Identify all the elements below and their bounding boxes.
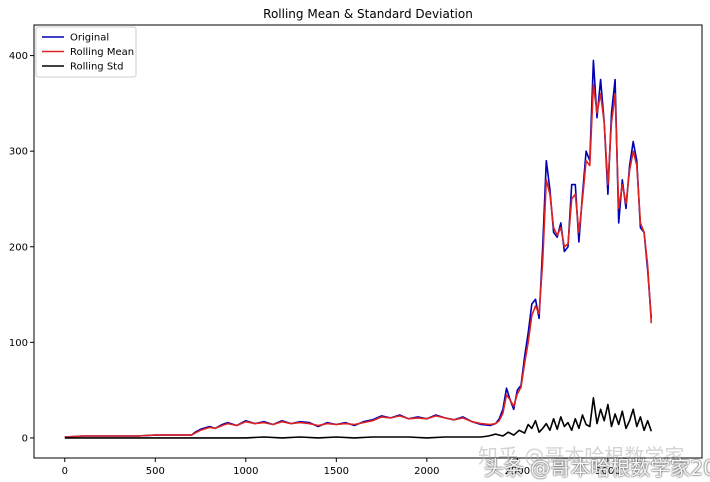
y-tick-label: 0 — [22, 433, 28, 444]
x-tick-label: 3000 — [595, 466, 620, 477]
legend-box — [35, 26, 137, 78]
x-tick-label: 1500 — [324, 466, 349, 477]
x-tick-label: 1000 — [233, 466, 258, 477]
y-tick-label: 100 — [9, 338, 28, 349]
x-tick-label: 0 — [62, 466, 68, 477]
legend-label: Rolling Mean — [70, 47, 134, 58]
series-line-original — [64, 59, 653, 438]
y-tick-label: 400 — [9, 51, 28, 62]
x-tick-label: 2000 — [414, 466, 439, 477]
legend-label: Original — [70, 33, 109, 44]
series-line-rolling-mean — [64, 83, 653, 438]
x-tick-label: 2500 — [505, 466, 530, 477]
y-tick-label: 300 — [9, 147, 28, 158]
x-tick-label: 500 — [146, 466, 165, 477]
legend: Original Rolling Mean Rolling Std — [35, 26, 137, 78]
chart-title: Rolling Mean & Standard Deviation — [263, 7, 473, 21]
plot-area-frame — [33, 24, 703, 459]
legend-label: Rolling Std — [70, 62, 123, 73]
y-tick-label: 200 — [9, 242, 28, 253]
series-line-rolling-std — [64, 396, 653, 439]
